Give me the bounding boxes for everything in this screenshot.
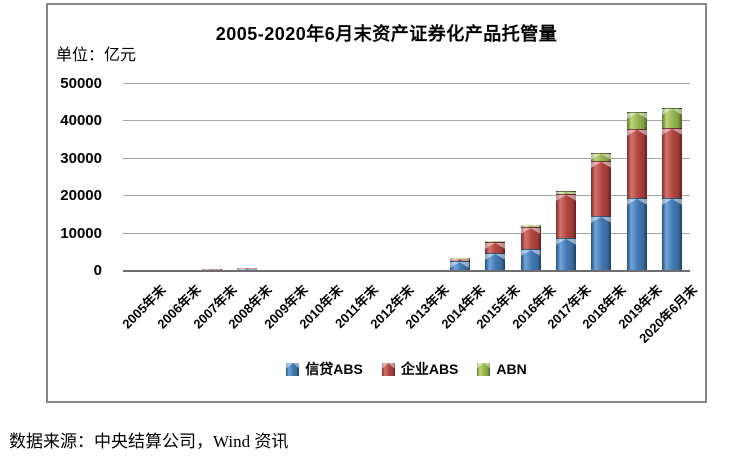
bar-segment xyxy=(626,197,647,271)
legend-label: 信贷ABS xyxy=(305,361,363,377)
bar-segment xyxy=(662,128,683,199)
source-note: 数据来源：中央结算公司，Wind 资讯 xyxy=(9,432,289,451)
bar-segment xyxy=(520,248,541,271)
bar-column xyxy=(513,84,548,271)
bar-column xyxy=(158,84,193,271)
stacked-bar xyxy=(626,112,647,271)
gridline xyxy=(123,157,690,159)
bar-column xyxy=(229,84,264,271)
y-tick-label: 30000 xyxy=(60,149,102,167)
bar-segment xyxy=(591,161,612,216)
y-tick-label: 50000 xyxy=(60,75,102,92)
y-tick-label: 10000 xyxy=(60,224,102,242)
chart-title: 2005-2020年6月末资产证券化产品托管量 xyxy=(215,24,558,44)
bar-segment xyxy=(449,260,470,271)
bar-segment xyxy=(591,215,612,271)
gridline xyxy=(123,195,690,197)
bar-segment xyxy=(626,129,647,198)
bar-column xyxy=(265,84,300,271)
legend-label: 企业ABS xyxy=(400,361,459,377)
chart-frame: 2005-2020年6月末资产证券化产品托管量 单位：亿元 0 10000 2000… xyxy=(46,3,707,403)
bar-segment xyxy=(201,269,222,271)
stacked-bar xyxy=(662,107,683,271)
bar-column xyxy=(655,84,690,271)
bar-segment xyxy=(555,190,576,195)
bar-segment xyxy=(662,198,683,271)
legend: 信贷ABS 企业ABS ABN xyxy=(123,359,690,379)
bar-column xyxy=(194,84,229,271)
y-tick-label: 40000 xyxy=(60,112,102,130)
bar-segment xyxy=(555,194,576,239)
legend-item: 信贷ABS xyxy=(286,359,363,379)
bar-column xyxy=(123,84,158,271)
x-axis-line xyxy=(123,270,690,272)
legend-swatch xyxy=(477,362,491,376)
bar-segment xyxy=(449,258,470,260)
bar-column xyxy=(407,84,442,271)
bar-column xyxy=(548,84,583,271)
bar-segment xyxy=(414,269,435,271)
bar-segment xyxy=(520,224,541,227)
plot-area xyxy=(123,83,690,272)
stacked-bar xyxy=(485,241,506,271)
legend-swatch xyxy=(286,362,300,376)
unit-label: 单位：亿元 xyxy=(56,47,137,64)
bar-column xyxy=(336,84,371,271)
gridline xyxy=(123,83,690,84)
bar-column xyxy=(371,84,406,271)
bar-segment xyxy=(520,226,541,249)
y-tick-label: 20000 xyxy=(60,187,102,205)
bar-column xyxy=(300,84,335,271)
bar-segment xyxy=(485,242,506,254)
legend-label: ABN xyxy=(496,361,527,377)
bar-segment xyxy=(378,269,399,271)
stacked-bar xyxy=(449,258,470,271)
gridline xyxy=(123,120,690,122)
legend-swatch xyxy=(381,362,395,376)
legend-item: ABN xyxy=(477,361,527,377)
stacked-bar xyxy=(555,190,576,271)
bar-column xyxy=(619,84,654,271)
bar-column xyxy=(442,84,477,271)
y-axis: 0 10000 20000 30000 40000 50000 xyxy=(48,75,102,279)
bar-segment xyxy=(591,153,612,162)
bar-column xyxy=(584,84,619,271)
bars-layer xyxy=(123,84,690,271)
bar-segment xyxy=(555,238,576,271)
y-tick-label: 0 xyxy=(93,262,102,279)
bar-segment xyxy=(237,268,258,270)
stacked-bar xyxy=(520,224,541,271)
legend-item: 企业ABS xyxy=(381,359,459,379)
stacked-bar xyxy=(591,153,612,271)
bar-column xyxy=(477,84,512,271)
bar-segment xyxy=(662,107,683,129)
bar-segment xyxy=(449,259,470,261)
bar-segment xyxy=(485,253,506,271)
bar-segment xyxy=(485,241,506,243)
bar-segment xyxy=(626,112,647,130)
gridline xyxy=(123,232,690,234)
